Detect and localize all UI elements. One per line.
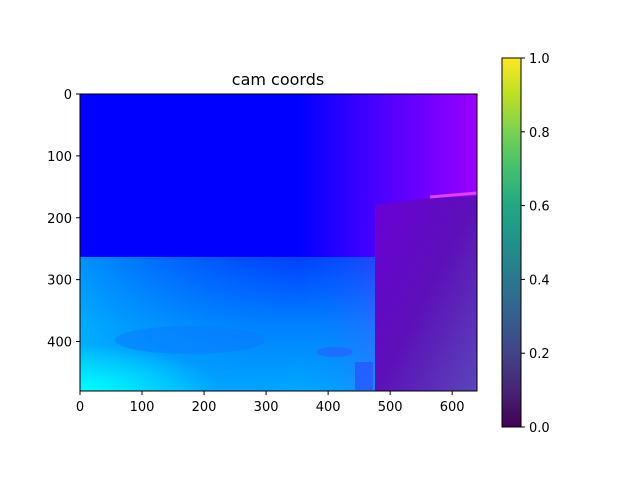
floor-object-2 xyxy=(317,347,353,357)
plot-frame xyxy=(79,93,478,392)
heatmap-image xyxy=(80,94,477,391)
colorbar-tick-label: 1.0 xyxy=(529,52,550,67)
colorbar xyxy=(501,57,522,428)
colorbar-tick-label: 0.2 xyxy=(529,347,550,362)
pink-edge xyxy=(429,191,477,199)
y-tick-label: 100 xyxy=(47,150,72,165)
y-tick-label: 200 xyxy=(47,212,72,227)
x-tick-label: 200 xyxy=(192,400,217,415)
colorbar-tick-label: 0.6 xyxy=(529,200,550,215)
x-tick-label: 500 xyxy=(378,400,403,415)
chair-shape xyxy=(355,362,373,390)
right-block xyxy=(375,196,477,391)
x-tick-label: 300 xyxy=(254,400,279,415)
floor-object xyxy=(115,326,265,354)
x-axis: 0 100 200 300 400 500 600 xyxy=(76,391,465,415)
x-tick-label: 600 xyxy=(440,400,465,415)
colorbar-tick-label: 0.4 xyxy=(529,273,550,288)
y-tick-label: 300 xyxy=(47,274,72,289)
x-tick-label: 0 xyxy=(76,400,84,415)
colorbar-tick-label: 0.8 xyxy=(529,126,550,141)
y-tick-label: 0 xyxy=(64,88,72,103)
y-axis: 0 100 200 300 400 xyxy=(47,88,80,351)
x-tick-label: 100 xyxy=(130,400,155,415)
colorbar-axis: 0.0 0.2 0.4 0.6 0.8 1.0 xyxy=(521,52,550,436)
colorbar-tick-label: 0.0 xyxy=(529,421,550,436)
x-tick-label: 400 xyxy=(316,400,341,415)
y-tick-label: 400 xyxy=(47,336,72,351)
chart-title: cam coords xyxy=(232,70,324,89)
